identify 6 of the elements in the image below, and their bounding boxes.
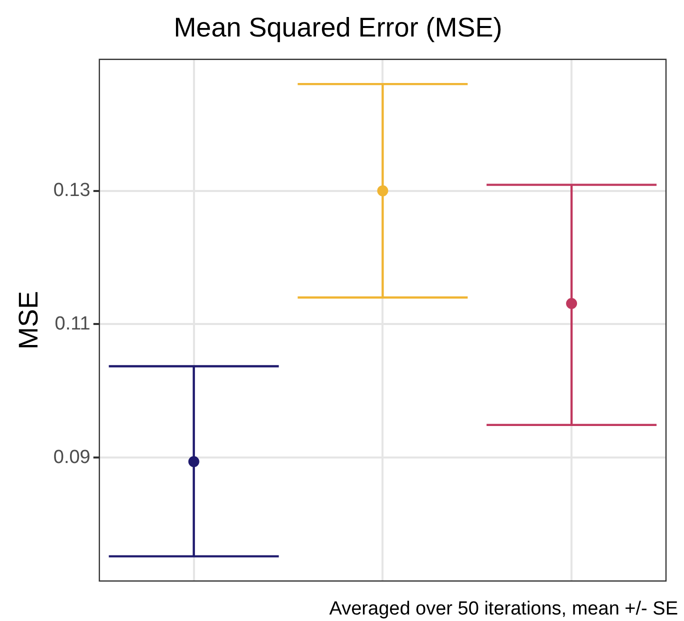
- y-axis-title: MSE: [14, 290, 44, 350]
- chart-title: Mean Squared Error (MSE): [174, 12, 502, 43]
- y-tick-label: 0.13: [53, 180, 90, 202]
- y-tick-label: 0.11: [54, 313, 90, 334]
- y-tick-label: 0.09: [53, 446, 90, 468]
- text: Averaged over 50 iterations, mean +/- SE: [329, 598, 678, 620]
